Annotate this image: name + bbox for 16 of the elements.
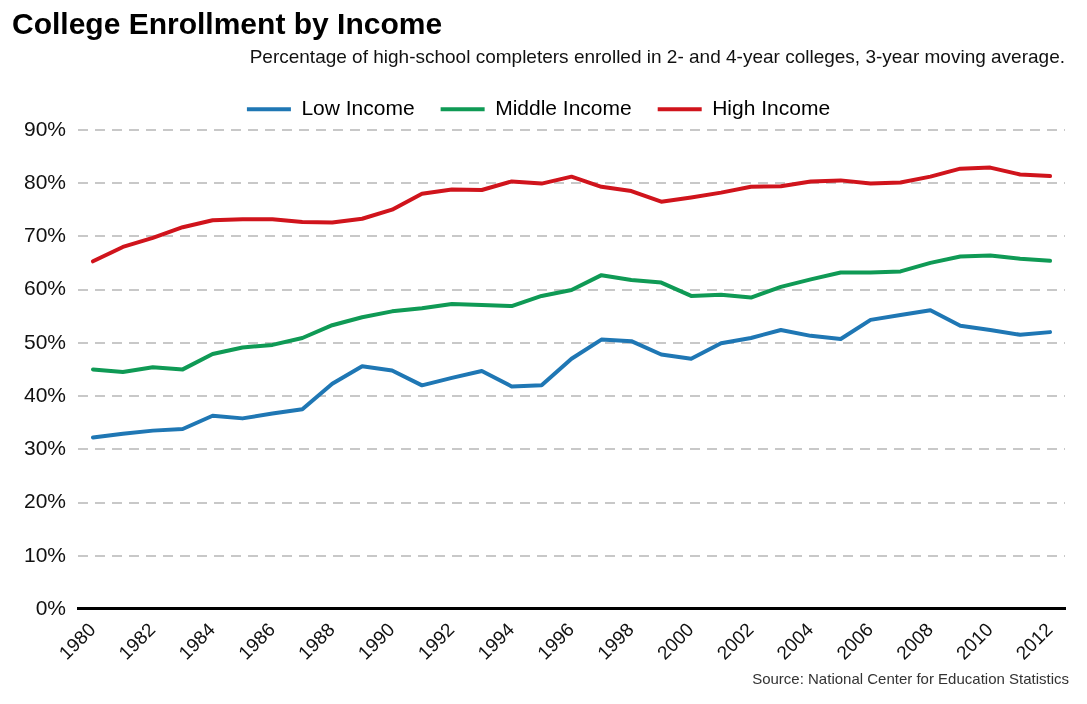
y-tick-label: 20% (24, 489, 67, 513)
y-tick-label: 80% (24, 169, 67, 193)
y-tick-label: 50% (24, 329, 67, 353)
y-tick-label: 90% (24, 116, 67, 140)
legend-label: Middle Income (495, 96, 632, 120)
source-note: Source: National Center for Education Statistics (751, 670, 1070, 687)
y-tick-label: 40% (24, 382, 67, 406)
y-tick-label: 30% (24, 436, 67, 460)
y-tick-label: 0% (35, 595, 67, 619)
y-tick-label: 70% (24, 223, 67, 247)
legend-label: High Income (712, 96, 831, 120)
chart-title: College Enrollment by Income (12, 7, 443, 41)
legend-label: Low Income (301, 96, 415, 120)
y-tick-label: 10% (24, 542, 67, 566)
y-tick-label: 60% (24, 276, 67, 300)
chart-subtitle: Percentage of high-school completers enrolled in 2- and 4-year colleges, 3-year moving average. (249, 45, 1065, 67)
